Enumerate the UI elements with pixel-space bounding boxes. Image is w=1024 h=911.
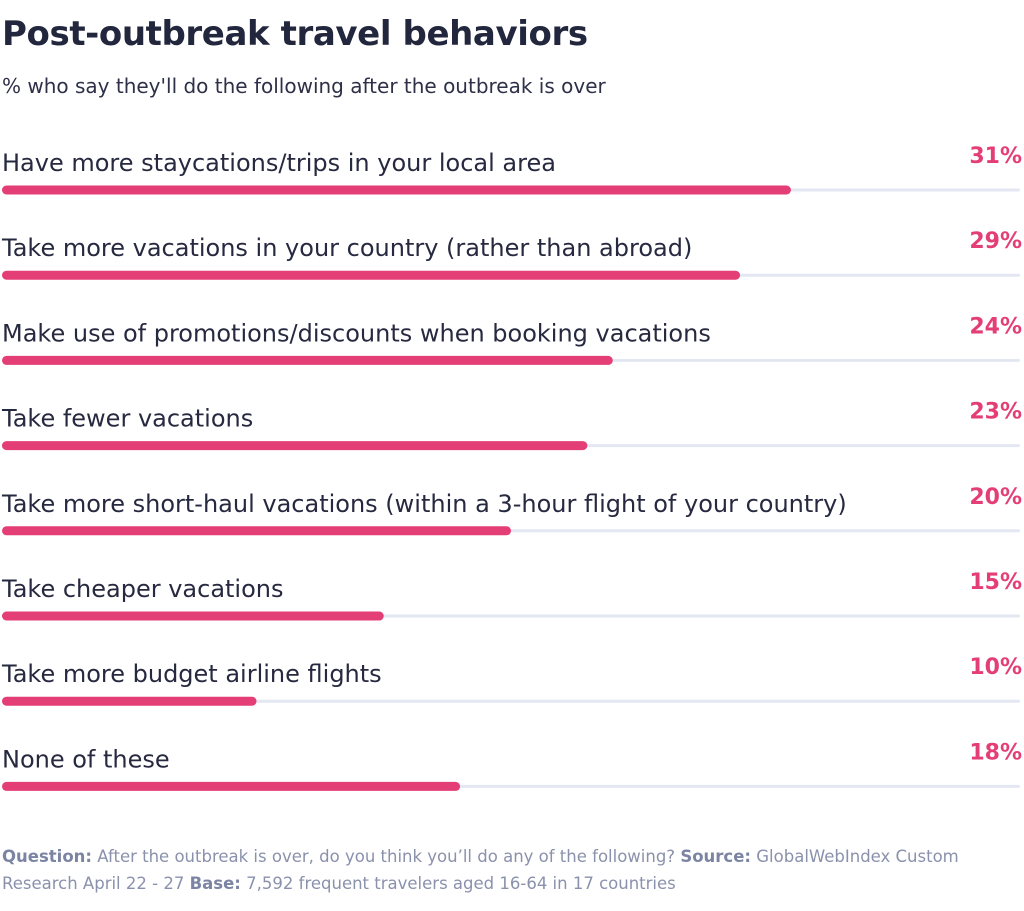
bar-2: [2, 270, 741, 280]
question-text: After the outbreak is over, do you think…: [97, 847, 676, 866]
base-text: 7,592 frequent travelers aged 16-64 in 1…: [246, 874, 676, 893]
category-label: Take fewer vacations: [1, 405, 253, 433]
category-label: Take cheaper vacations: [1, 575, 284, 603]
value-label: 23%: [969, 400, 1022, 425]
base-label: Base:: [189, 874, 241, 893]
category-label: Make use of promotions/discounts when bo…: [2, 319, 711, 347]
bar-8: [2, 781, 461, 791]
bar-4: [2, 441, 588, 451]
category-label: Take more vacations in your country (rat…: [1, 234, 692, 262]
source-label: Source:: [680, 847, 752, 866]
source-text: GlobalWebIndex Custom Research April 22 …: [2, 847, 959, 893]
value-label: 15%: [969, 570, 1022, 595]
bar-7: [2, 696, 257, 706]
bar-5: [2, 526, 511, 536]
bar-6: [2, 611, 384, 621]
chart-title: Post-outbreak travel behaviors: [2, 14, 588, 54]
value-label: 31%: [969, 144, 1022, 169]
question-label: Question:: [2, 847, 93, 866]
category-label: Have more staycations/trips in your loca…: [2, 149, 556, 177]
value-label: 18%: [969, 740, 1022, 765]
category-label: Take more budget airline flights: [1, 660, 382, 688]
chart-subtitle: % who say they'll do the following after…: [2, 74, 606, 98]
footer-note: Question: After the outbreak is over, do…: [2, 843, 1012, 897]
bar-1: [2, 185, 791, 195]
category-label: None of these: [2, 745, 170, 773]
value-label: 20%: [969, 485, 1022, 510]
bar-3: [2, 355, 613, 365]
value-label: 29%: [969, 229, 1022, 254]
bar-track: [2, 699, 1020, 703]
value-label: 10%: [969, 655, 1022, 680]
category-label: Take more short-haul vacations (within a…: [1, 490, 847, 518]
value-label: 24%: [969, 314, 1022, 339]
